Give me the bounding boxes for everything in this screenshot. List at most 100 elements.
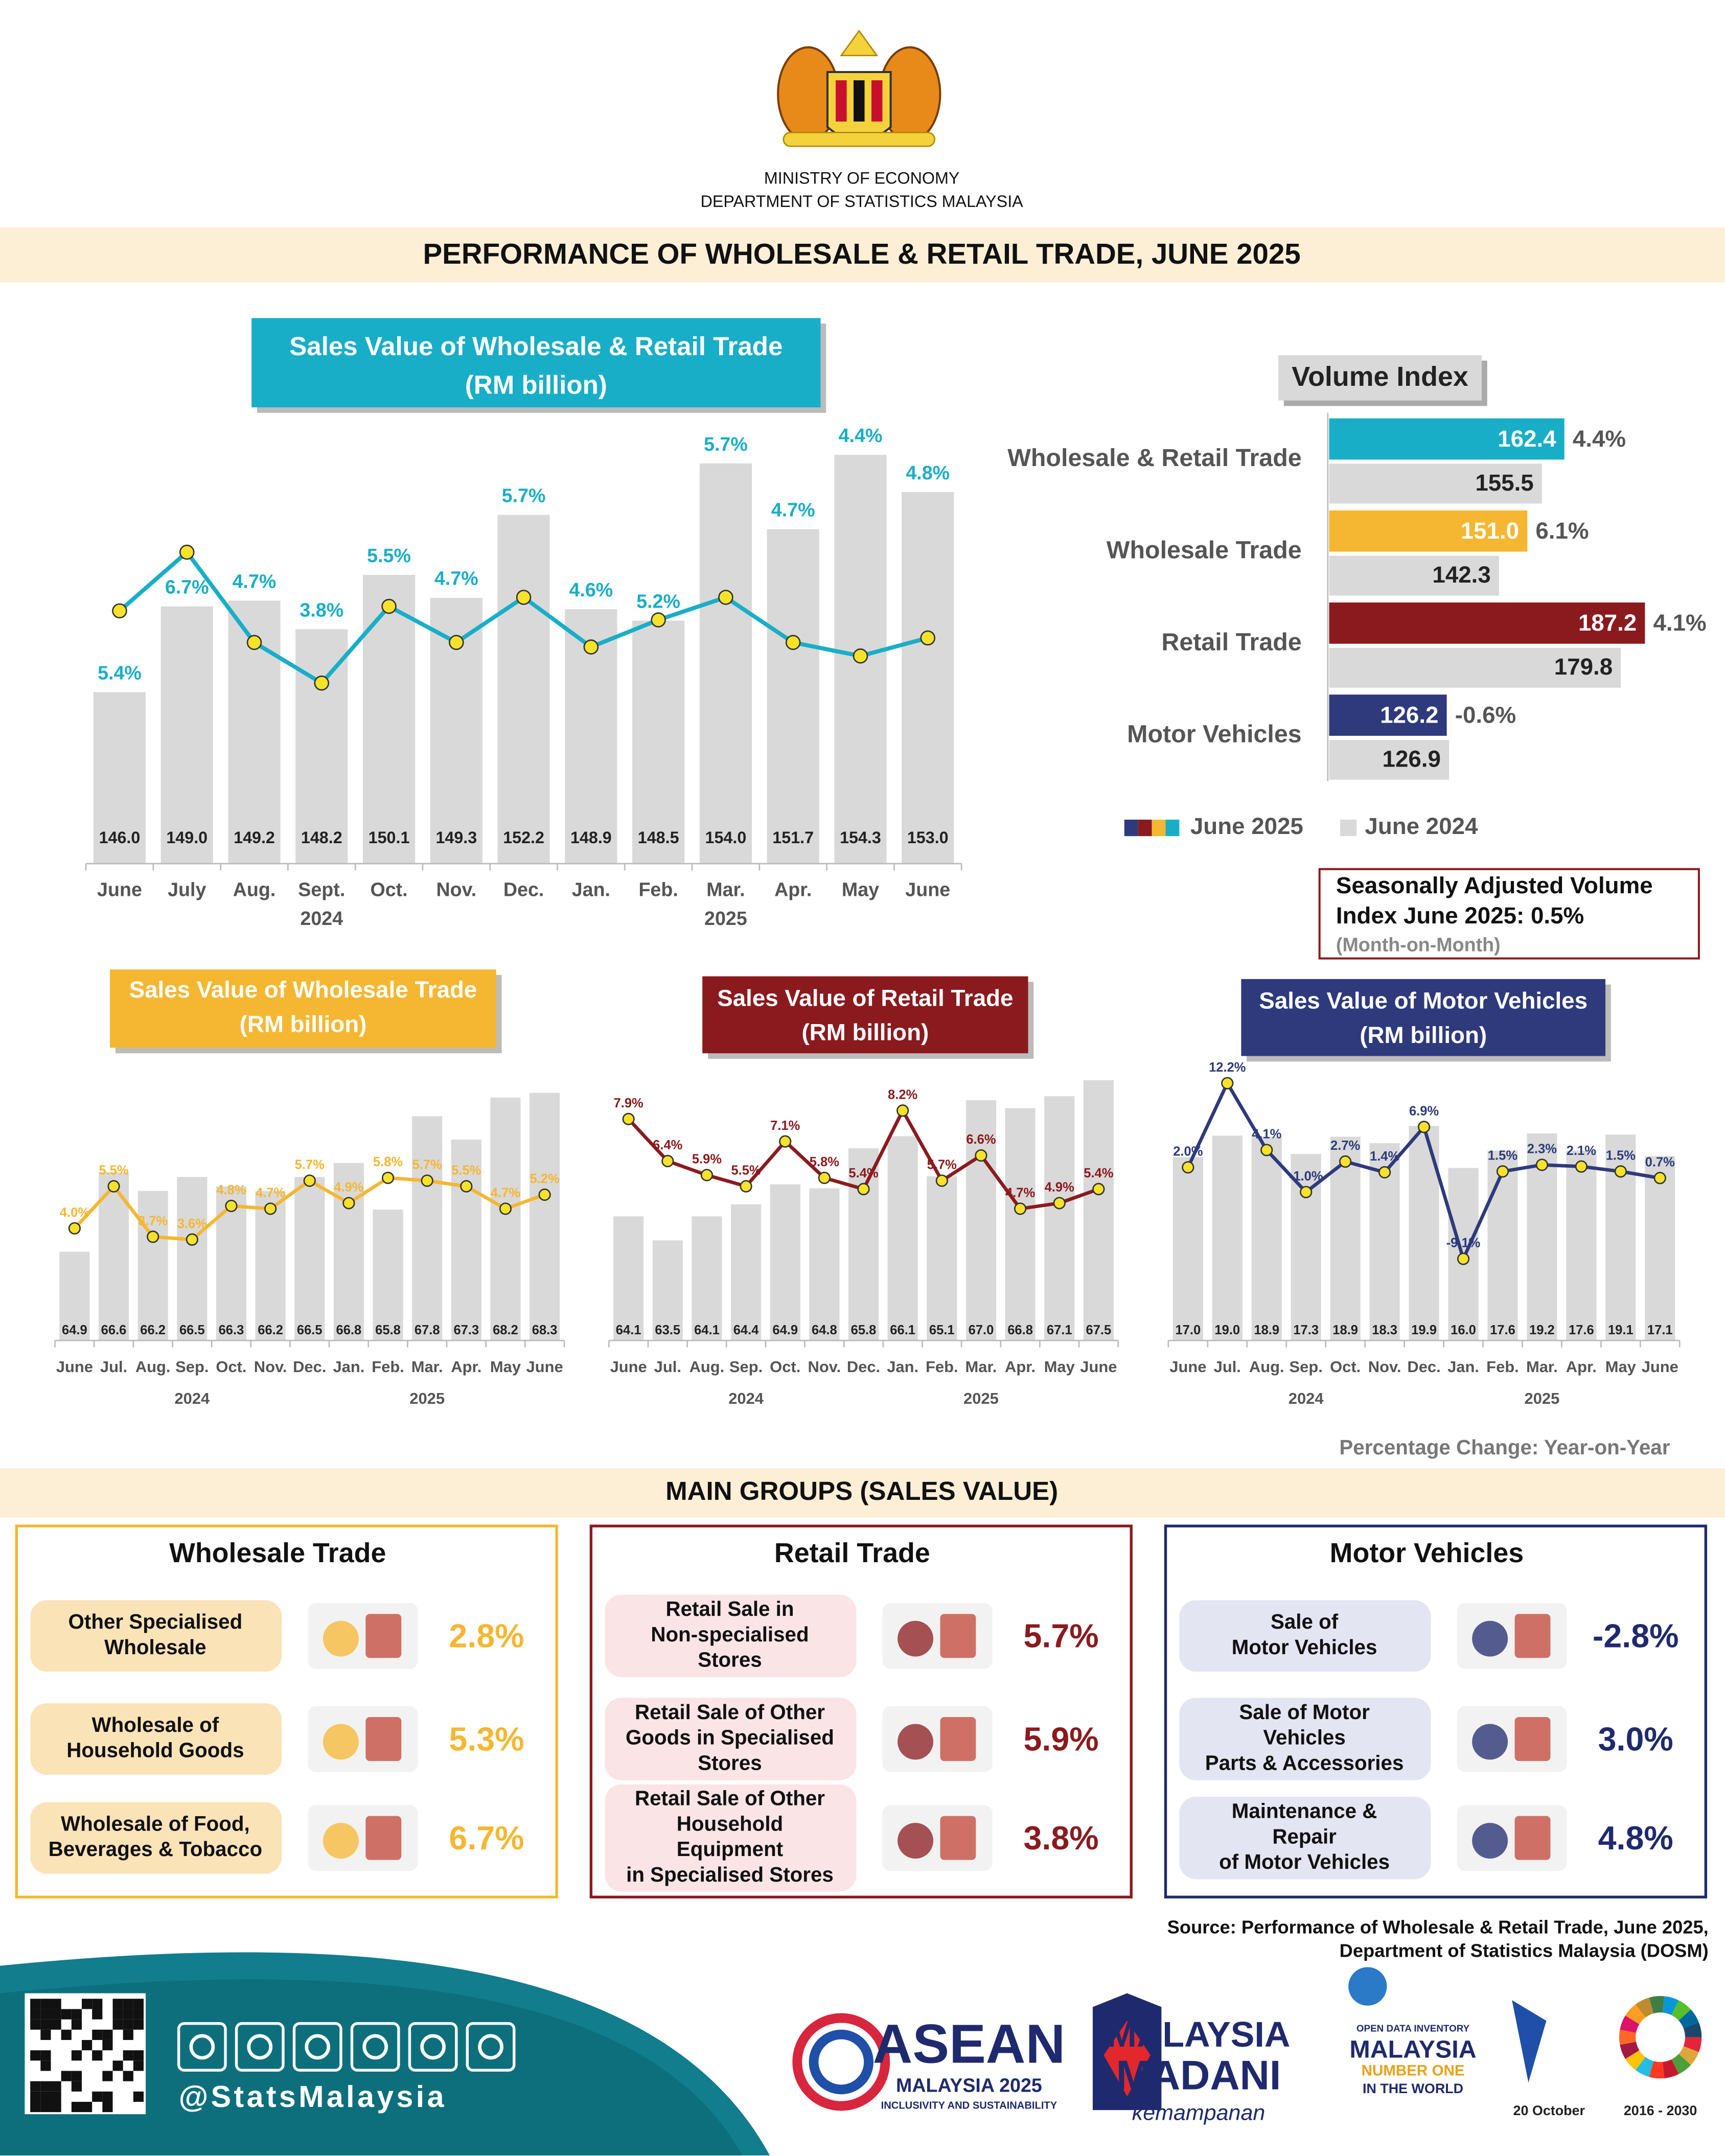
bar — [1645, 1156, 1675, 1341]
group-pill — [1179, 1600, 1431, 1672]
icon — [1514, 1816, 1551, 1860]
bar-value-label: 64.9 — [62, 1323, 87, 1337]
x-tick-label: Feb. — [1486, 1358, 1519, 1376]
bar-value-label: 65.8 — [851, 1323, 877, 1337]
bar-value-label: 151.7 — [772, 828, 814, 847]
bar-value-label: 152.2 — [503, 828, 544, 847]
bar-value-label: 64.1 — [616, 1323, 641, 1337]
group-label: Retail Sale of Other — [635, 1700, 825, 1724]
qr-cell — [30, 1999, 41, 2009]
social-icon — [189, 2034, 215, 2060]
qr-cell — [112, 2019, 123, 2030]
group-label: Other Specialised — [68, 1610, 243, 1633]
bar — [1329, 602, 1645, 644]
qr-cell — [112, 2009, 123, 2020]
qr-cell — [102, 2029, 113, 2040]
chart-title: Sales Value of Wholesale Trade — [129, 977, 477, 1003]
icon — [1514, 1614, 1551, 1658]
line-point — [700, 1169, 714, 1181]
social-icon — [420, 2034, 446, 2060]
qr-cell — [123, 2019, 133, 2030]
line-point — [179, 544, 195, 560]
bar — [1329, 555, 1499, 596]
qr-cell — [40, 2019, 51, 2030]
qr-cell — [40, 2029, 51, 2040]
qr-cell — [30, 2019, 41, 2030]
icon — [323, 1724, 359, 1760]
x-tick-label: June — [1169, 1358, 1206, 1376]
bar — [1044, 1096, 1075, 1341]
x-tick-label: Mar. — [706, 879, 745, 900]
line-value-label: 4.4% — [839, 425, 883, 446]
qr-cell — [61, 2071, 72, 2081]
bar-value-label: 65.1 — [929, 1323, 955, 1337]
bar — [770, 1184, 800, 1341]
line-value-label: 5.5% — [367, 545, 411, 566]
line-point — [246, 635, 262, 650]
line-point — [1417, 1121, 1431, 1133]
group-change: 6.7% — [449, 1820, 524, 1857]
qr-cell — [51, 2019, 61, 2030]
x-tick-label: June — [610, 1358, 647, 1376]
x-tick-label: June — [1080, 1358, 1117, 1376]
qr-cell — [51, 2009, 61, 2020]
bar — [1566, 1150, 1597, 1341]
line-point — [1653, 1172, 1666, 1185]
line-value-label: 0.7% — [1645, 1155, 1675, 1169]
x-tick-label: Feb. — [638, 879, 678, 900]
x-tick-label: Nov. — [1368, 1358, 1401, 1376]
line-point — [381, 598, 397, 614]
bar-value-label: 17.6 — [1490, 1323, 1515, 1337]
x-tick-label: Dec. — [847, 1358, 880, 1376]
chart-subtitle: (RM billion) — [240, 1011, 367, 1037]
x-tick-label: Jan. — [887, 1358, 918, 1376]
groups-band — [0, 1468, 1725, 1518]
line-point — [651, 612, 666, 628]
bar-value-label: 149.0 — [166, 828, 208, 847]
line-point — [68, 1222, 81, 1235]
line-value-label: 4.1% — [1252, 1127, 1281, 1142]
bar-value-label: 187.2 — [1578, 610, 1637, 636]
line-point — [1300, 1186, 1313, 1198]
chart-title: Sales Value of Retail Trade — [717, 985, 1013, 1011]
qr-cell — [133, 2060, 144, 2071]
line-value-label: 4.7% — [771, 499, 815, 521]
line-point — [1614, 1165, 1627, 1178]
group-change: 5.7% — [1024, 1618, 1099, 1655]
x-tick-label: Jul. — [654, 1358, 681, 1376]
qr-cell — [92, 2091, 103, 2102]
line-point — [785, 635, 801, 650]
x-tick-label: Jul. — [1214, 1358, 1241, 1376]
bar — [1251, 1137, 1282, 1341]
group-label: Household — [677, 1812, 783, 1835]
logo-text: OPEN DATA INVENTORY — [1356, 2023, 1470, 2033]
bar-value-label: 126.9 — [1383, 746, 1441, 772]
x-tick-label: Mar. — [1526, 1358, 1558, 1376]
qr-cell — [40, 2081, 51, 2092]
line-value-label: 6.6% — [966, 1132, 996, 1147]
line-point — [1260, 1144, 1273, 1156]
x-tick-label: Jul. — [100, 1358, 127, 1376]
group-label: of Motor Vehicles — [1219, 1850, 1390, 1873]
bar-value-label: 153.0 — [907, 828, 949, 847]
group-label: Goods in Specialised — [626, 1726, 834, 1749]
change-label: 4.4% — [1573, 426, 1626, 452]
line-point — [1092, 1183, 1105, 1196]
qr-cell — [30, 2081, 41, 2092]
title-box — [1241, 979, 1606, 1056]
bar-value-label: 67.3 — [453, 1323, 479, 1337]
bar — [1329, 739, 1450, 780]
line-point — [1014, 1202, 1027, 1215]
bar — [490, 1097, 521, 1341]
bar-value-label: 63.5 — [655, 1323, 680, 1337]
logo-text: MADANI — [1116, 2053, 1281, 2099]
line-value-label: 5.4% — [98, 662, 142, 683]
bar-value-label: 66.6 — [101, 1323, 127, 1337]
x-tick-label: June — [1642, 1358, 1678, 1376]
page-title: PERFORMANCE OF WHOLESALE & RETAIL TRADE,… — [423, 238, 1301, 270]
crest — [777, 30, 941, 147]
legend-label: June 2025 — [1190, 813, 1303, 839]
bar — [362, 575, 416, 864]
x-tick-label: May — [1044, 1358, 1075, 1376]
